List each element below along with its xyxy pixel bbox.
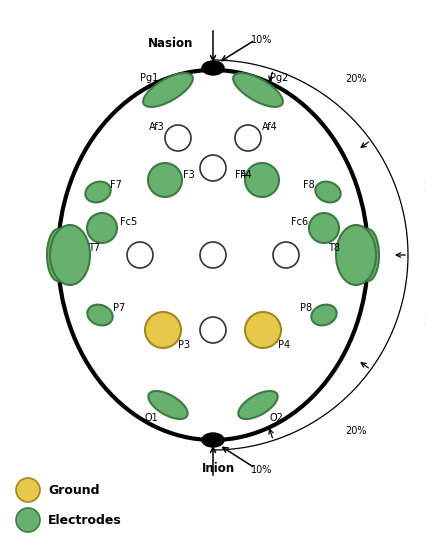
Ellipse shape — [200, 155, 226, 181]
Text: F7: F7 — [110, 180, 122, 190]
Ellipse shape — [311, 305, 337, 326]
Text: Pg2: Pg2 — [270, 73, 288, 83]
Ellipse shape — [357, 229, 379, 281]
Ellipse shape — [200, 317, 226, 343]
Text: 10%: 10% — [251, 35, 273, 45]
Text: 20%: 20% — [424, 183, 426, 192]
Ellipse shape — [50, 225, 90, 285]
Ellipse shape — [87, 305, 113, 326]
Ellipse shape — [16, 508, 40, 532]
Text: Af4: Af4 — [262, 122, 278, 132]
Text: O1: O1 — [144, 413, 158, 423]
Text: Electrodes: Electrodes — [48, 514, 122, 526]
Text: Fc5: Fc5 — [120, 217, 137, 227]
Ellipse shape — [245, 312, 281, 348]
Text: P4: P4 — [278, 340, 290, 350]
Text: Pg1: Pg1 — [140, 73, 158, 83]
Ellipse shape — [336, 225, 376, 285]
Ellipse shape — [87, 213, 117, 243]
Ellipse shape — [315, 182, 341, 202]
Ellipse shape — [273, 242, 299, 268]
Text: F8: F8 — [303, 180, 315, 190]
Ellipse shape — [143, 73, 193, 107]
Ellipse shape — [200, 242, 226, 268]
Ellipse shape — [165, 125, 191, 151]
Ellipse shape — [148, 391, 188, 419]
Text: 20%: 20% — [345, 74, 367, 84]
Ellipse shape — [202, 61, 224, 75]
Text: F3: F3 — [183, 170, 195, 180]
Text: F4: F4 — [240, 170, 252, 180]
Text: P8: P8 — [300, 303, 312, 313]
Text: P7: P7 — [113, 303, 125, 313]
Text: Nasion: Nasion — [148, 37, 193, 50]
Ellipse shape — [145, 312, 181, 348]
Text: Inion: Inion — [201, 462, 235, 475]
Ellipse shape — [148, 163, 182, 197]
Ellipse shape — [127, 242, 153, 268]
Text: 20%: 20% — [424, 317, 426, 327]
Text: Fc6: Fc6 — [291, 217, 308, 227]
Ellipse shape — [233, 73, 283, 107]
Ellipse shape — [202, 433, 224, 447]
Ellipse shape — [16, 478, 40, 502]
Text: T8: T8 — [328, 243, 340, 253]
Ellipse shape — [85, 182, 111, 202]
Ellipse shape — [238, 391, 278, 419]
Text: Af3: Af3 — [149, 122, 165, 132]
Ellipse shape — [309, 213, 339, 243]
Text: O2: O2 — [270, 413, 284, 423]
Ellipse shape — [245, 163, 279, 197]
Text: 20%: 20% — [345, 426, 367, 436]
Text: F4: F4 — [235, 170, 247, 180]
Text: T7: T7 — [88, 243, 100, 253]
Text: P3: P3 — [178, 340, 190, 350]
Text: Ground: Ground — [48, 483, 100, 497]
Text: 10%: 10% — [251, 465, 273, 475]
Ellipse shape — [47, 229, 69, 281]
Ellipse shape — [235, 125, 261, 151]
Ellipse shape — [58, 70, 368, 440]
